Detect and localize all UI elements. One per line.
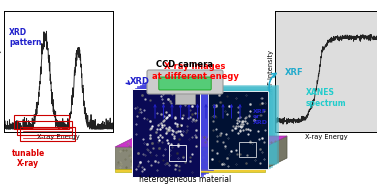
Bar	[137, 86, 205, 174]
Text: heterogeneous material: heterogeneous material	[139, 175, 231, 184]
Bar	[14, 115, 69, 129]
Bar	[208, 91, 268, 169]
Text: X-ray images
at different enegy: X-ray images at different enegy	[152, 62, 238, 81]
Text: XRD
pattern: XRD pattern	[9, 28, 42, 47]
FancyBboxPatch shape	[147, 70, 223, 94]
Polygon shape	[265, 136, 287, 169]
Y-axis label: XRD intensity: XRD intensity	[0, 49, 2, 94]
Text: tunable
X-ray: tunable X-ray	[11, 149, 44, 168]
Bar	[216, 86, 276, 164]
Text: CCD camera: CCD camera	[156, 60, 213, 69]
Bar	[132, 89, 200, 177]
Text: XRF: XRF	[285, 68, 303, 77]
FancyBboxPatch shape	[159, 77, 211, 90]
Text: XRF
or
XRD: XRF or XRD	[253, 109, 268, 125]
Bar	[169, 145, 186, 161]
Bar	[20, 127, 75, 141]
Bar	[144, 81, 213, 170]
Bar	[175, 92, 195, 104]
Y-axis label: XRF intensity: XRF intensity	[268, 50, 274, 94]
Bar	[139, 84, 207, 173]
Bar	[212, 89, 272, 167]
Bar	[210, 90, 270, 168]
X-axis label: X-ray Energy: X-ray Energy	[37, 134, 80, 140]
Polygon shape	[115, 147, 265, 169]
Text: XRD: XRD	[130, 77, 150, 86]
X-axis label: X-ray Energy: X-ray Energy	[305, 134, 348, 140]
Bar	[135, 88, 202, 176]
Bar	[218, 85, 278, 163]
Bar	[142, 83, 210, 171]
Bar	[214, 87, 274, 165]
Polygon shape	[115, 136, 287, 147]
Bar	[239, 143, 256, 156]
Polygon shape	[115, 169, 265, 172]
Bar	[17, 121, 72, 135]
Text: XANES
spectrum: XANES spectrum	[306, 88, 346, 108]
